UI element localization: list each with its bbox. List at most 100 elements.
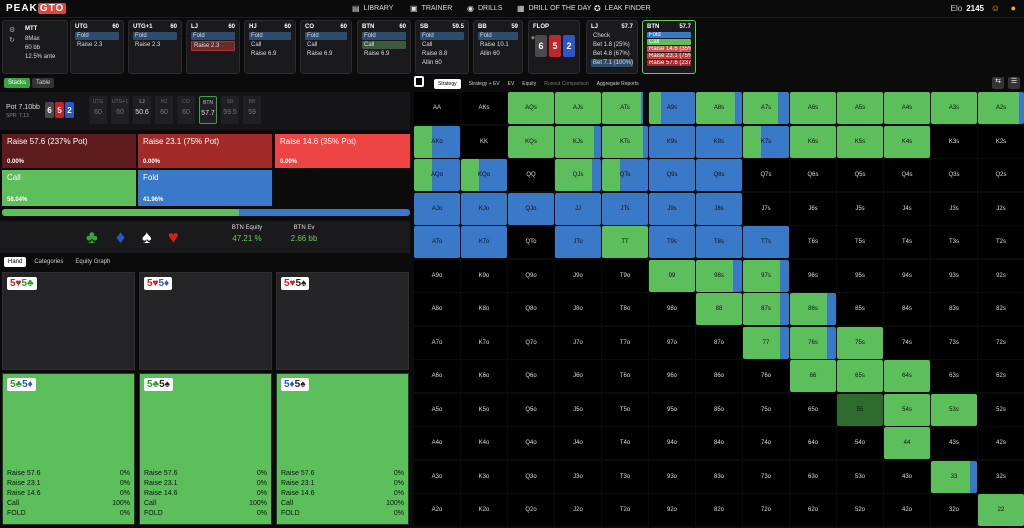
matrix-cell-KJs[interactable]: KJs — [555, 125, 601, 158]
matrix-cell-K5s[interactable]: K5s — [837, 125, 883, 158]
matrix-cell-32o[interactable]: 32o — [931, 494, 977, 526]
matrix-cell-Q3s[interactable]: Q3s — [931, 159, 977, 191]
matrix-cell-T5s[interactable]: T5s — [837, 226, 883, 258]
matrix-cell-75s[interactable]: 75s — [837, 326, 883, 359]
matrix-cell-KTs[interactable]: KTs — [602, 125, 648, 158]
matrix-cell-97s[interactable]: 97s — [743, 259, 789, 292]
action-option[interactable]: Raise 2.3 — [77, 42, 103, 48]
matrix-cell-K8s[interactable]: K8s — [696, 125, 742, 158]
action-bet-small[interactable]: Bet 1.8 (25%) — [593, 42, 630, 48]
matrix-cell-AJo[interactable]: AJo — [414, 192, 460, 225]
position-box-hj[interactable]: HJ 60 Fold Call Raise 6.9 — [244, 20, 296, 74]
matrix-cell-72o[interactable]: 72o — [743, 494, 789, 526]
matrix-cell-ATo[interactable]: ATo — [414, 226, 460, 258]
matrix-cell-K5o[interactable]: K5o — [461, 393, 507, 426]
matrix-cell-K7o[interactable]: K7o — [461, 326, 507, 359]
matrix-cell-Q3o[interactable]: Q3o — [508, 460, 554, 493]
settings-icon[interactable]: ⚙ — [9, 27, 16, 34]
hand-combo[interactable]: 5♣5♠ Raise 57.6 0% Raise 23.1 0% Raise 14.6 0%… — [139, 373, 272, 525]
matrix-cell-KK[interactable]: KK — [461, 125, 507, 158]
lj-postflop-box[interactable]: LJ 57.7 Check Bet 1.8 (25%) Bet 4.8 (67%)… — [586, 20, 638, 74]
seat-co[interactable]: CO 60 — [177, 96, 195, 124]
matrix-cell-A2o[interactable]: A2o — [414, 494, 460, 526]
action-option[interactable]: Call — [251, 42, 262, 48]
matrix-cell-J7o[interactable]: J7o — [555, 326, 601, 359]
hand-combo[interactable]: 5♥5♣ — [2, 272, 135, 370]
matrix-cell-J5o[interactable]: J5o — [555, 393, 601, 426]
matrix-cell-K7s[interactable]: K7s — [743, 125, 789, 158]
matrix-cell-AA[interactable]: AA — [414, 92, 460, 124]
nav-drills[interactable]: ◉ DRILLS — [467, 4, 503, 13]
action-option[interactable]: Fold — [305, 32, 347, 40]
matrix-cell-75o[interactable]: 75o — [743, 393, 789, 426]
matrix-cell-J3s[interactable]: J3s — [931, 192, 977, 225]
matrix-cell-AJs[interactable]: AJs — [555, 92, 601, 124]
matrix-cell-52s[interactable]: 52s — [978, 393, 1024, 426]
action-option[interactable]: Raise 2.3 — [191, 41, 235, 51]
settings-matrix-icon[interactable]: ☰ — [1008, 77, 1020, 89]
matrix-cell-QJo[interactable]: QJo — [508, 192, 554, 225]
position-box-btn[interactable]: BTN 60 Fold Call Raise 6.9 — [357, 20, 411, 74]
matrix-cell-T8o[interactable]: T8o — [602, 293, 648, 325]
nav-leak-finder[interactable]: ✪ LEAK FINDER — [594, 4, 651, 13]
matrix-cell-A5o[interactable]: A5o — [414, 393, 460, 426]
matrix-cell-J3o[interactable]: J3o — [555, 460, 601, 493]
action-option[interactable]: Raise 6.9 — [364, 51, 390, 57]
matrix-cell-A3o[interactable]: A3o — [414, 460, 460, 493]
matrix-cell-T6s[interactable]: T6s — [790, 226, 836, 258]
matrix-cell-A6s[interactable]: A6s — [790, 92, 836, 124]
action-option[interactable]: Allin 60 — [422, 60, 442, 66]
matrix-cell-JTs[interactable]: JTs — [602, 192, 648, 225]
chat-icon[interactable]: ☺ — [990, 3, 1000, 13]
matrix-cell-A7s[interactable]: A7s — [743, 92, 789, 124]
matrix-cell-J7s[interactable]: J7s — [743, 192, 789, 225]
matrix-cell-99[interactable]: 99 — [649, 259, 695, 292]
matrix-cell-J9s[interactable]: J9s — [649, 192, 695, 225]
matrix-cell-53o[interactable]: 53o — [837, 460, 883, 493]
matrix-cell-86s[interactable]: 86s — [790, 293, 836, 325]
matrix-cell-KQs[interactable]: KQs — [508, 125, 554, 158]
matrix-cell-83o[interactable]: 83o — [696, 460, 742, 493]
refresh-icon[interactable]: ↻ — [9, 37, 15, 44]
matrix-cell-93o[interactable]: 93o — [649, 460, 695, 493]
matrix-cell-T2o[interactable]: T2o — [602, 494, 648, 526]
matrix-cell-A9s[interactable]: A9s — [649, 92, 695, 124]
matrix-cell-K4s[interactable]: K4s — [884, 125, 930, 158]
matrix-cell-Q8o[interactable]: Q8o — [508, 293, 554, 325]
matrix-tab[interactable]: EV — [507, 81, 515, 87]
matrix-cell-42o[interactable]: 42o — [884, 494, 930, 526]
tab-categories[interactable]: Categories — [34, 259, 64, 265]
action-check[interactable]: Check — [593, 33, 611, 39]
matrix-cell-93s[interactable]: 93s — [931, 259, 977, 292]
tab-equity-graph[interactable]: Equity Graph — [75, 259, 111, 265]
matrix-cell-JTo[interactable]: JTo — [555, 226, 601, 258]
hand-combo[interactable]: 5♥5♠ — [276, 272, 409, 370]
share-icon[interactable]: ⇆ — [992, 77, 1004, 89]
grid-toggle-icon[interactable] — [414, 76, 424, 87]
action-option[interactable]: Raise 8.8 — [422, 51, 448, 57]
action-option[interactable]: Call — [362, 41, 406, 49]
strategy-action-4[interactable]: Fold 41.96% — [138, 170, 272, 206]
matrix-cell-K9s[interactable]: K9s — [649, 125, 695, 158]
matrix-tab[interactable]: Strategy — [434, 79, 461, 89]
action-call[interactable]: Call — [647, 39, 691, 45]
action-raise-medium[interactable]: Raise 23.1 (75%) — [647, 53, 691, 59]
matrix-cell-76s[interactable]: 76s — [790, 326, 836, 359]
matrix-cell-Q7o[interactable]: Q7o — [508, 326, 554, 359]
matrix-cell-AQs[interactable]: AQs — [508, 92, 554, 124]
matrix-cell-73s[interactable]: 73s — [931, 326, 977, 359]
matrix-cell-62o[interactable]: 62o — [790, 494, 836, 526]
matrix-cell-TT[interactable]: TT — [602, 226, 648, 258]
matrix-cell-J6s[interactable]: J6s — [790, 192, 836, 225]
matrix-cell-T7s[interactable]: T7s — [743, 226, 789, 258]
matrix-cell-K8o[interactable]: K8o — [461, 293, 507, 325]
matrix-cell-Q6o[interactable]: Q6o — [508, 360, 554, 392]
seat-utgplus1[interactable]: UTG+1 60 — [111, 96, 129, 124]
action-option[interactable]: Raise 6.9 — [307, 51, 333, 57]
matrix-cell-T9s[interactable]: T9s — [649, 226, 695, 258]
action-option[interactable]: Fold — [75, 32, 119, 40]
matrix-tab[interactable]: Aggregate Reports — [596, 81, 639, 87]
matrix-cell-84s[interactable]: 84s — [884, 293, 930, 325]
matrix-cell-ATs[interactable]: ATs — [602, 92, 648, 124]
matrix-cell-53s[interactable]: 53s — [931, 393, 977, 426]
